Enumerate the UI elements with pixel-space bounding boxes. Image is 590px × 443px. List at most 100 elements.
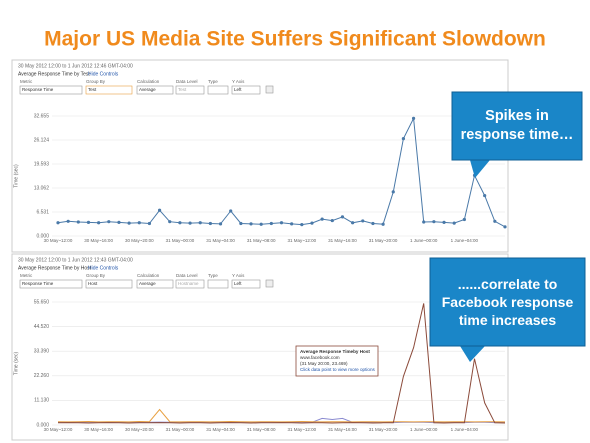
tooltip-line: www.facebook.com	[300, 355, 340, 360]
control-value: Host	[88, 281, 98, 286]
control-select[interactable]	[19, 279, 83, 289]
data-point	[198, 221, 202, 225]
callout-box	[429, 257, 586, 347]
data-point	[401, 137, 406, 141]
control-select[interactable]	[85, 85, 133, 95]
control-value: Response Time	[22, 87, 54, 92]
data-point	[218, 222, 223, 226]
control-label: Y Axis	[232, 273, 245, 278]
y-tick-label: 0.000	[36, 422, 49, 428]
callout-box	[451, 91, 583, 161]
panel-heading: Average Response Time by Host	[18, 265, 92, 271]
data-point	[168, 220, 172, 224]
control-label: Y Axis	[232, 79, 245, 84]
x-tick-label: 31 May~16:00	[328, 238, 357, 243]
tooltip-line: Click data point to view more options	[300, 367, 376, 372]
control-label: Group By	[86, 79, 106, 84]
control-value: Average	[139, 281, 156, 286]
tooltip-line: Average Response Timeby Host	[300, 349, 370, 354]
y-tick-label: 33.390	[34, 349, 50, 355]
data-point	[483, 193, 487, 198]
control-select[interactable]	[136, 279, 174, 289]
data-point	[76, 220, 80, 224]
control-select[interactable]	[175, 85, 205, 95]
control-label: Calculation	[137, 79, 160, 84]
y-axis-label: Time (sec)	[13, 164, 19, 188]
data-point	[107, 220, 111, 224]
control-value: Response Time	[22, 281, 54, 286]
data-point	[127, 221, 131, 225]
control-value: Hostname	[178, 281, 199, 286]
data-point	[66, 219, 70, 223]
data-point	[229, 209, 233, 213]
data-point	[300, 223, 304, 227]
hide-controls[interactable]: Hide Controls	[88, 265, 119, 271]
x-tick-label: 30 May~12:00	[44, 427, 73, 432]
data-point	[178, 221, 182, 225]
data-point	[351, 221, 355, 225]
data-point	[157, 208, 162, 212]
expand-button[interactable]	[265, 279, 274, 288]
control-label: Data Level	[176, 273, 198, 278]
y-tick-label: 44.520	[34, 324, 50, 330]
expand-button[interactable]	[265, 85, 274, 94]
data-point	[239, 221, 243, 226]
data-point	[269, 221, 273, 226]
x-tick-label: 30 May~16:00	[84, 427, 113, 432]
data-point	[249, 222, 253, 226]
y-tick-label: 26.124	[34, 137, 50, 143]
y-tick-label: 13.062	[34, 185, 50, 191]
data-point	[279, 221, 284, 225]
control-value: Test	[178, 87, 187, 92]
data-point	[493, 219, 497, 223]
control-select[interactable]	[207, 85, 229, 95]
series-line	[57, 408, 506, 423]
control-select[interactable]	[85, 279, 133, 289]
callout-holder: ......correlate to Facebook response tim…	[441, 275, 574, 329]
control-select[interactable]	[175, 279, 205, 289]
y-tick-label: 55.650	[34, 299, 50, 305]
control-label: Type	[208, 79, 218, 84]
y-tick-label: 11.130	[34, 398, 49, 404]
x-tick-label: 30 May~20:00	[125, 427, 154, 432]
x-tick-label: 30 May~12:00	[44, 238, 73, 243]
data-point	[422, 220, 426, 224]
control-select[interactable]	[136, 85, 174, 95]
callout-text: ......correlate to Facebook response tim…	[441, 275, 574, 329]
x-tick-label: 31 May~16:00	[328, 427, 357, 432]
control-label: Metric	[20, 273, 33, 278]
data-point	[330, 218, 334, 223]
data-point	[452, 221, 456, 225]
x-tick-label: 31 May~00:00	[166, 427, 195, 432]
data-point	[147, 221, 152, 226]
control-select[interactable]	[231, 85, 261, 95]
control-select[interactable]	[231, 279, 261, 289]
x-tick-label: 1 June~04:00	[451, 238, 479, 243]
date-range: 30 May 2012 12:00 to 1 Jun 2012 12:46 GM…	[18, 63, 133, 69]
control-label: Calculation	[137, 273, 160, 278]
data-point	[381, 222, 385, 226]
callout-holder: Spikes in response time…	[461, 108, 574, 143]
control-label: Data Level	[176, 79, 198, 84]
tooltip-line: (31 May 20:00, 23.469)	[300, 361, 348, 366]
control-select[interactable]	[19, 85, 83, 95]
series-line	[57, 303, 506, 424]
data-point	[137, 221, 141, 225]
x-tick-label: 30 May~20:00	[125, 238, 154, 243]
data-point	[56, 221, 60, 225]
x-tick-label: 31 May~12:00	[287, 427, 316, 432]
data-point	[391, 190, 395, 194]
hide-controls[interactable]: Hide Controls	[88, 71, 119, 77]
x-tick-label: 31 May~04:00	[206, 427, 235, 432]
data-point	[432, 220, 436, 224]
y-tick-label: 6.531	[36, 209, 49, 215]
callout-pointer	[460, 346, 485, 362]
control-value: Left	[234, 281, 242, 286]
data-point	[117, 220, 121, 225]
control-value: Test	[88, 87, 97, 92]
y-tick-label: 19.593	[34, 161, 50, 167]
date-range: 30 May 2012 12:00 to 1 Jun 2012 12:43 GM…	[18, 257, 133, 263]
y-tick-label: 32.655	[34, 113, 50, 119]
control-select[interactable]	[207, 279, 229, 289]
x-tick-label: 31 May~12:00	[287, 238, 316, 243]
